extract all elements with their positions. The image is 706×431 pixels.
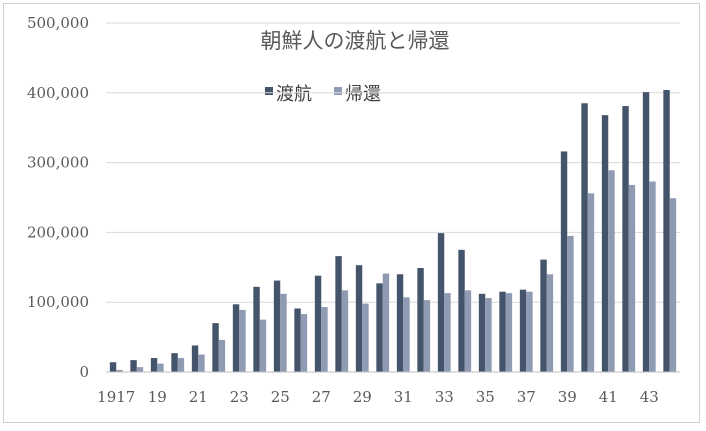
x-tick-label: 33 [435,388,454,406]
y-tick-label: 0 [79,363,89,381]
bar-toko-1917 [109,362,117,372]
y-tick-label: 400,000 [27,84,89,102]
x-tick-label: 35 [476,388,495,406]
bar-toko-1932 [417,268,424,372]
bar-toko-1925 [273,280,281,372]
bar-kikan-1931 [403,297,410,372]
bar-toko-1940 [581,103,588,373]
bar-kikan-1937 [526,291,533,372]
bar-toko-1938 [540,259,547,372]
bar-toko-1922 [212,323,219,372]
x-tick-label: 23 [230,388,249,406]
y-tick-label: 500,000 [27,14,89,32]
legend-label-kikan: 帰還 [345,84,381,105]
bar-kikan-1939 [567,235,574,372]
bar-kikan-1927 [321,307,328,372]
chart-title: 朝鮮人の渡航と帰還 [261,29,450,53]
bar-kikan-1918 [136,367,144,372]
bar-toko-1944 [663,90,670,372]
bar-kikan-1943 [649,181,656,372]
bar-kikan-1929 [362,303,369,372]
bar-kikan-1924 [259,319,267,372]
bar-toko-1934 [458,249,465,372]
bar-toko-1921 [191,345,199,372]
bar-kikan-1922 [218,339,226,372]
legend: 渡航 帰還 [265,84,381,105]
bar-kikan-1934 [464,290,472,372]
bar-kikan-1919 [157,363,164,372]
bar-kikan-1923 [239,309,246,372]
bar-kikan-1932 [423,300,431,372]
y-axis-ticks: 0 100,000 200,000 300,000 400,000 500,000 [27,14,89,381]
bar-toko-1937 [519,289,527,372]
x-tick-label: 21 [189,388,208,406]
bar-kikan-1935 [485,298,492,372]
bar-toko-1935 [478,293,486,372]
bar-toko-1933 [437,233,445,372]
y-tick-label: 100,000 [27,293,89,311]
bar-kikan-1942 [628,184,636,372]
bar-toko-1931 [396,274,404,372]
bar-kikan-1944 [669,198,677,372]
bar-kikan-1940 [587,193,595,372]
bar-kikan-1941 [608,170,615,372]
bar-toko-1943 [642,92,650,372]
x-tick-label: 37 [517,388,536,406]
bar-toko-1927 [314,275,322,372]
y-tick-label: 200,000 [27,223,89,241]
bar-toko-1920 [171,353,178,372]
bar-toko-1942 [622,106,629,372]
y-tick-label: 300,000 [27,154,89,172]
x-tick-label: 19 [148,388,167,406]
bar-toko-1936 [499,291,506,372]
x-tick-label: 25 [271,388,290,406]
x-tick-label: 29 [353,388,372,406]
bar-kikan-1926 [300,314,308,372]
legend-label-toko: 渡航 [276,84,312,105]
bar-toko-1928 [335,256,342,372]
bar-kikan-1920 [177,358,185,372]
bar-toko-1924 [253,286,260,372]
bar-kikan-1938 [546,274,554,372]
bar-toko-1929 [355,265,363,372]
bar-kikan-1928 [341,290,349,372]
bar-toko-1926 [294,308,301,372]
bar-kikan-1936 [505,293,513,372]
x-tick-label: 31 [394,388,413,406]
bar-toko-1919 [150,358,158,372]
bar-toko-1941 [601,115,609,372]
x-tick-label: 41 [599,388,618,406]
bar-kikan-1921 [198,354,205,372]
bars [109,90,677,373]
x-tick-label: 27 [312,388,331,406]
bar-toko-1939 [560,151,568,372]
bar-kikan-1925 [280,293,287,372]
bar-toko-1923 [232,304,240,372]
bar-kikan-1933 [444,293,451,372]
bar-kikan-1930 [382,273,390,372]
x-tick-label: 39 [558,388,577,406]
x-tick-label: 1917 [97,388,135,406]
x-axis-ticks: 1917 19 21 23 25 27 29 31 33 35 37 39 41 43 [97,388,659,406]
legend-swatch-kikan [334,87,342,95]
bar-toko-1930 [376,283,383,372]
bar-kikan-1917 [116,369,123,372]
x-tick-label: 43 [640,388,659,406]
bar-toko-1918 [130,360,137,372]
legend-swatch-toko [265,87,273,95]
